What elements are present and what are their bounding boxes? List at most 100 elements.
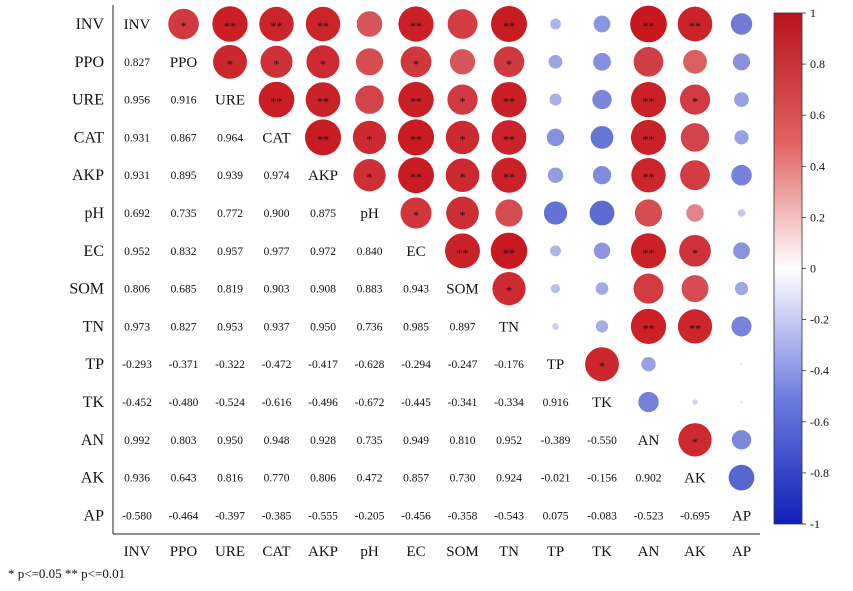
corr-circle (397, 119, 435, 156)
diagonal-label: TK (592, 395, 612, 411)
corr-value: -0.417 (308, 359, 338, 371)
corr-circle (593, 242, 611, 260)
significance-mark: ** (410, 132, 422, 146)
significance-footnote: * p<=0.05 ** p<=0.01 (8, 566, 126, 581)
corr-value: -0.293 (122, 359, 152, 371)
row-label-tk: TK (83, 394, 105, 411)
corr-value: -0.695 (680, 510, 710, 522)
significance-mark: * (506, 284, 512, 298)
corr-value: -0.580 (122, 510, 152, 522)
significance-mark: ** (271, 95, 283, 109)
corr-value: -0.452 (122, 397, 152, 409)
corr-value: 0.931 (124, 132, 150, 144)
corr-value: -0.464 (169, 510, 199, 522)
corr-circle (737, 209, 746, 217)
corr-value: 0.928 (310, 435, 336, 447)
corr-circle (305, 6, 341, 42)
corr-circle (731, 316, 752, 337)
significance-mark: * (692, 95, 698, 109)
corr-value: 0.992 (124, 435, 150, 447)
corr-value: -0.523 (634, 510, 664, 522)
corr-circle (398, 81, 434, 118)
colorbar-tick-label: -0.4 (810, 364, 829, 378)
colorbar-tick-label: -0.8 (810, 466, 829, 480)
column-label-som: SOM (446, 544, 479, 560)
corr-value: 0.903 (264, 284, 290, 296)
significance-mark: * (274, 57, 280, 71)
corr-value: 0.956 (124, 95, 150, 107)
corr-circle (592, 89, 612, 110)
corr-value: 0.936 (124, 473, 150, 485)
significance-mark: ** (271, 19, 283, 33)
corr-circle (733, 242, 750, 260)
diagonal-label: AKP (308, 168, 338, 184)
column-label-ure: URE (215, 544, 245, 560)
corr-circle (449, 49, 476, 75)
column-label-ppo: PPO (170, 544, 198, 560)
corr-value: 0.924 (496, 473, 522, 485)
corr-circle (306, 45, 340, 79)
row-label-inv: INV (76, 16, 105, 33)
corr-circle (731, 164, 752, 186)
corr-value: 0.810 (450, 435, 476, 447)
diagonal-label: TP (547, 357, 565, 373)
corr-circle (630, 233, 667, 269)
corr-value: 0.949 (403, 435, 429, 447)
corr-value: 0.730 (450, 473, 476, 485)
corr-value: 0.939 (217, 170, 243, 182)
diagonal-label: AP (732, 508, 751, 524)
column-label-inv: INV (124, 544, 151, 560)
corr-value: 0.902 (636, 473, 662, 485)
corr-circle (595, 320, 609, 333)
row-label-tn: TN (83, 318, 105, 335)
corr-value: -0.341 (448, 397, 478, 409)
corr-circle (638, 391, 659, 413)
colorbar-tick-label: -1 (810, 517, 820, 531)
corr-circle (677, 6, 713, 42)
corr-value: 0.875 (310, 208, 336, 220)
significance-mark: * (367, 132, 373, 146)
colorbar-gradient (773, 12, 803, 525)
column-label-ap: AP (732, 544, 751, 560)
diagonal-label: AN (638, 433, 660, 449)
corr-value: 0.806 (310, 473, 336, 485)
column-label-cat: CAT (262, 544, 290, 560)
colorbar-tick-label: 1 (810, 6, 816, 20)
corr-circle (683, 49, 707, 74)
significance-mark: * (413, 208, 419, 222)
row-label-ure: URE (72, 92, 104, 109)
colorbar-tick-label: 0.8 (810, 57, 825, 71)
column-label-tn: TN (499, 544, 519, 560)
significance-mark: ** (317, 132, 329, 146)
corr-circle (304, 119, 342, 156)
corr-circle (447, 9, 478, 39)
significance-mark: * (181, 19, 187, 33)
significance-mark: * (599, 359, 605, 373)
diagonal-label: SOM (446, 282, 479, 298)
corr-value: 0.957 (217, 246, 243, 258)
corr-value: 0.937 (264, 321, 290, 333)
column-label-ph: pH (360, 544, 379, 560)
corr-circle (355, 48, 384, 76)
corr-value: -0.472 (262, 359, 292, 371)
significance-mark: * (460, 132, 466, 146)
significance-mark: ** (410, 95, 422, 109)
column-label-an: AN (638, 544, 660, 560)
corr-value: 0.952 (124, 246, 150, 258)
significance-mark: * (320, 57, 326, 71)
significance-mark: ** (503, 95, 515, 109)
corr-circle (740, 362, 743, 366)
corr-value: 0.883 (357, 284, 383, 296)
corr-circle (633, 46, 664, 77)
significance-mark: ** (643, 321, 655, 335)
diagonal-label: pH (360, 206, 379, 222)
corr-value: -0.480 (169, 397, 199, 409)
significance-mark: ** (503, 19, 515, 33)
corr-circle (495, 199, 523, 227)
corr-value: -0.294 (401, 359, 431, 371)
significance-mark: * (460, 208, 466, 222)
corr-value: 0.974 (264, 170, 290, 182)
diagonal-label: EC (406, 244, 425, 260)
corr-circle (734, 130, 749, 145)
corr-circle (259, 6, 294, 42)
